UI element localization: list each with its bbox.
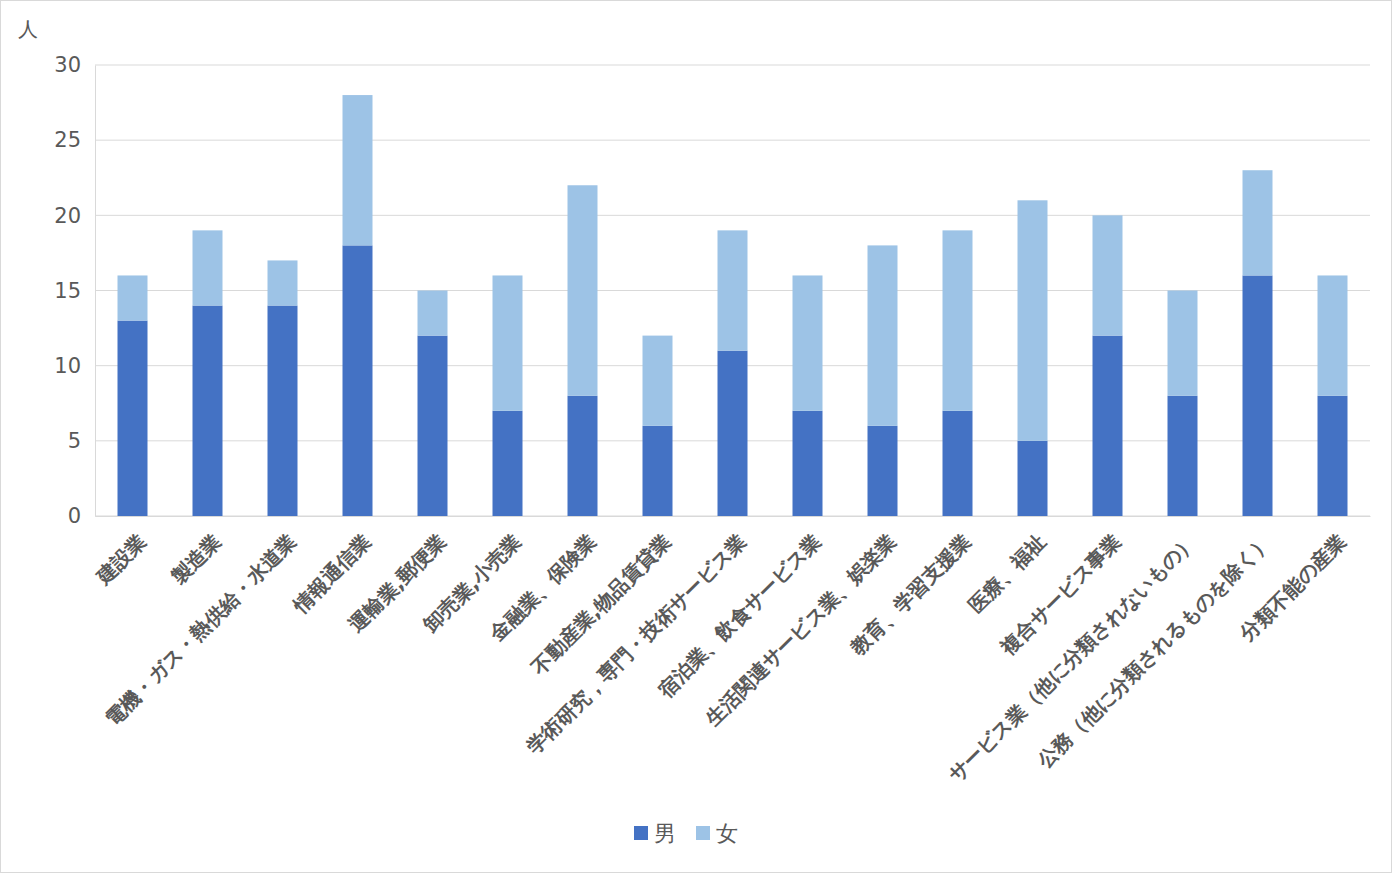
background (1, 1, 1392, 873)
x-tick: 製造業 (166, 516, 226, 590)
x-axis: 建設業製造業電機・ガス・熱供給・水道業情報通信業運輸業,郵便業卸売業,小売業金融… (90, 516, 1370, 787)
bar (118, 275, 148, 320)
bar (643, 336, 673, 426)
bar (1093, 215, 1123, 335)
x-tick-label: 教育、学習支援業 (845, 530, 976, 661)
bar (1243, 275, 1273, 516)
y-axis-title: 人 (18, 17, 38, 41)
grid (95, 65, 1370, 516)
bar (718, 351, 748, 516)
x-tick: 分類不能の産業 (1234, 516, 1351, 646)
bar (1168, 396, 1198, 516)
x-tick-label: 製造業 (166, 530, 226, 590)
y-axis: 0 5 10 15 20 25 30 (54, 53, 95, 528)
bar (193, 230, 223, 305)
x-tick: 不動産業,物品賃貸業 (526, 516, 676, 680)
bar (268, 306, 298, 516)
y-tick-label: 25 (54, 128, 81, 152)
bar (1018, 200, 1048, 441)
chart: 0 5 10 15 20 25 30 建設業製造業電機・ガス・熱供給・水道業情報通信業運輸業,… (0, 0, 1392, 873)
bar (343, 245, 373, 516)
series-bars (118, 95, 1348, 441)
legend-item: 女 (696, 821, 738, 846)
bar (793, 411, 823, 516)
bar (793, 275, 823, 410)
y-tick-label: 5 (68, 429, 81, 453)
y-tick-label: 20 (54, 204, 81, 228)
x-tick-label: 不動産業,物品賃貸業 (526, 530, 676, 680)
bar (718, 230, 748, 350)
bar (1093, 336, 1123, 516)
plot: 0 5 10 15 20 25 30 建設業製造業電機・ガス・熱供給・水道業情報通信業運輸業,… (54, 53, 1370, 787)
x-tick: 電機・ガス・熱供給・水道業 (100, 516, 301, 730)
bar (568, 185, 598, 395)
y-tick: 25 (54, 128, 95, 152)
grid-line (95, 215, 1370, 216)
legend-label: 男 (654, 821, 676, 846)
bar (1168, 291, 1198, 396)
bar (493, 275, 523, 410)
bar (193, 306, 223, 516)
y-tick-label: 10 (54, 354, 81, 378)
bar (943, 411, 973, 516)
x-tick: 公務（他に分類されるものを除く） (1032, 516, 1276, 773)
y-tick: 0 (68, 504, 95, 528)
grid-line (95, 140, 1370, 141)
bar (868, 245, 898, 425)
legend-label: 女 (716, 821, 738, 846)
y-tick-label: 0 (68, 504, 81, 528)
bar (1318, 396, 1348, 516)
bar (943, 230, 973, 410)
bar (1243, 170, 1273, 275)
y-tick-label: 30 (54, 53, 81, 77)
x-tick-label: 公務（他に分類されるものを除く） (1032, 530, 1276, 774)
y-tick: 10 (54, 354, 95, 378)
y-tick: 20 (54, 204, 95, 228)
y-tick: 5 (68, 429, 95, 453)
y-tick: 15 (54, 279, 95, 303)
bar (568, 396, 598, 516)
legend: 男女 (634, 821, 738, 846)
bar (268, 260, 298, 305)
bar (418, 291, 448, 336)
y-tick-label: 15 (54, 279, 81, 303)
x-tick: 教育、学習支援業 (845, 516, 976, 660)
x-tick: 建設業 (90, 516, 151, 590)
bars (118, 95, 1348, 516)
bar (1318, 275, 1348, 395)
bar (868, 426, 898, 516)
bar (343, 95, 373, 245)
legend-item: 男 (634, 821, 676, 846)
y-tick: 30 (54, 53, 95, 77)
x-tick-label: 電機・ガス・熱供給・水道業 (100, 530, 301, 731)
bar (643, 426, 673, 516)
legend-swatch (634, 826, 648, 840)
grid-line (95, 65, 1370, 66)
x-axis-line (96, 516, 1371, 517)
x-tick-label: 建設業 (90, 530, 151, 591)
x-tick-label: 分類不能の産業 (1234, 530, 1351, 647)
bar (418, 336, 448, 516)
bar (118, 321, 148, 516)
bar (1018, 441, 1048, 516)
legend-swatch (696, 826, 710, 840)
bar (493, 411, 523, 516)
y-axis-line (95, 66, 96, 517)
